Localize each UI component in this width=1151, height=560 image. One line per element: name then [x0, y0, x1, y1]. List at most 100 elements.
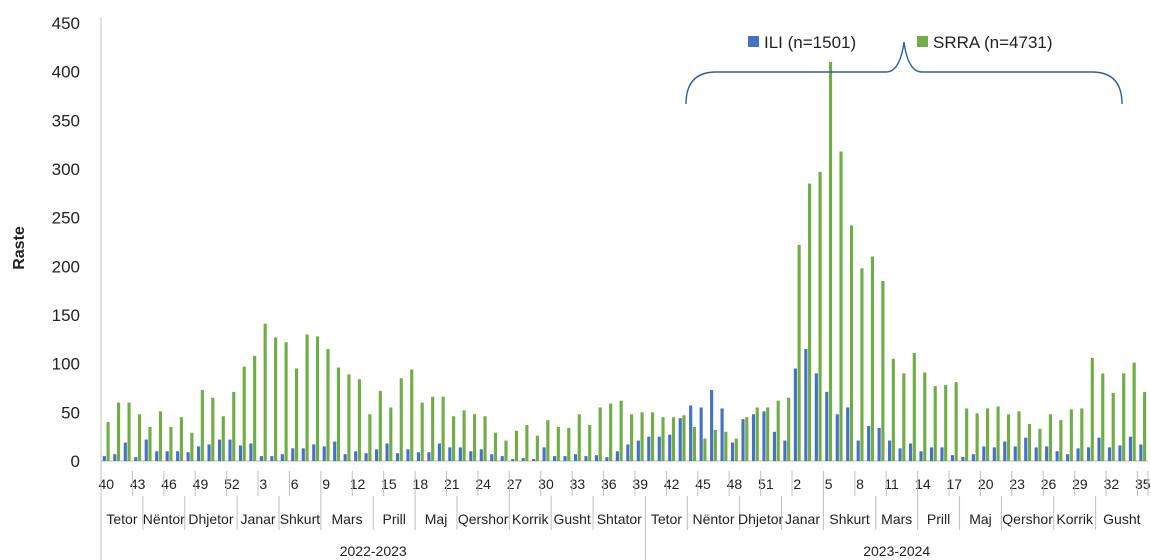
bar-ili — [594, 455, 599, 461]
bar-srra — [766, 407, 770, 461]
bar-ili — [1076, 448, 1080, 461]
bar-srra — [420, 402, 424, 461]
bar-ili — [375, 449, 379, 461]
bar-ili — [992, 447, 996, 461]
x-week-tick-label: 15 — [381, 476, 397, 492]
month-label: Qershor — [1002, 511, 1053, 527]
x-week-tick-label: 6 — [291, 476, 299, 492]
bar-srra — [106, 422, 110, 461]
bar-srra — [472, 414, 477, 461]
y-tick-label: 400 — [52, 63, 80, 82]
bar-ili — [123, 442, 127, 461]
bar-srra — [148, 426, 152, 461]
bar-srra — [493, 432, 498, 461]
bar-ili — [982, 446, 986, 461]
bar-ili — [312, 444, 316, 461]
bar-ili — [437, 443, 441, 461]
bar-ili — [354, 451, 358, 461]
bar-ili — [155, 451, 159, 461]
bar-ili — [532, 459, 536, 461]
bar-srra — [169, 426, 173, 461]
month-label: Gusht — [553, 511, 590, 527]
bar-srra — [682, 415, 686, 461]
bar-srra — [514, 430, 519, 461]
legend-swatch — [748, 36, 759, 47]
bar-ili — [322, 446, 326, 461]
bar-srra — [1027, 424, 1032, 461]
bar-ili — [751, 414, 756, 461]
bar-srra — [431, 396, 435, 461]
bar-ili — [458, 447, 462, 461]
bar-srra — [221, 416, 225, 461]
bar-ili — [730, 442, 735, 461]
bar-ili — [710, 389, 714, 461]
y-tick-label: 350 — [52, 111, 80, 130]
month-label: Dhjetor — [738, 511, 783, 527]
bar-ili — [238, 445, 243, 461]
bar-ili — [270, 456, 274, 461]
bar-ili — [1066, 454, 1070, 461]
bar-srra — [546, 420, 550, 461]
bar-srra — [902, 373, 906, 461]
bar-srra — [567, 427, 571, 461]
bar-srra — [190, 432, 194, 461]
x-week-tick-label: 35 — [1135, 476, 1151, 492]
bar-srra — [441, 396, 445, 461]
bar-ili — [291, 448, 295, 461]
bar-ili — [961, 457, 965, 461]
bar-srra — [305, 334, 309, 461]
legend: ILI (n=1501) SRRA (n=4731) — [748, 33, 1053, 52]
bar-srra — [818, 171, 822, 462]
bar-ili — [584, 456, 588, 461]
bar-ili — [427, 452, 431, 461]
bars — [102, 61, 1147, 462]
bar-ili — [406, 449, 410, 461]
season-label: 2022-2023 — [340, 543, 407, 559]
x-week-tick-label: 11 — [884, 476, 899, 492]
bar-srra — [588, 424, 592, 461]
bar-ili — [553, 456, 557, 461]
bar-srra — [263, 323, 267, 461]
bar-srra — [1048, 414, 1052, 461]
bar-ili — [908, 443, 913, 461]
bar-ili — [783, 440, 787, 461]
bar-ili — [385, 443, 389, 461]
bar-srra — [797, 244, 801, 461]
bar-srra — [1006, 414, 1011, 461]
bar-ili — [186, 452, 190, 461]
bar-srra — [1059, 420, 1063, 461]
bar-srra — [692, 426, 696, 461]
bar-ili — [249, 443, 253, 461]
bar-ili — [1003, 441, 1007, 461]
month-label: Gusht — [1103, 511, 1140, 527]
bar-srra — [1143, 391, 1147, 461]
month-label: Mars — [331, 511, 362, 527]
bar-srra — [525, 424, 529, 461]
x-axis-categories: 40 43 46 49 52 3 6 9 12 15 18 21 24 27 30 33 36 39 42 45 48 5… — [98, 471, 1151, 560]
bar-srra — [452, 416, 456, 461]
y-tick-label: 450 — [52, 14, 80, 33]
bar-ili — [134, 457, 138, 461]
x-week-tick-label: 9 — [322, 476, 330, 492]
bar-srra — [609, 403, 613, 461]
x-week-tick-label: 32 — [1104, 476, 1120, 492]
month-label: Prill — [382, 511, 405, 527]
x-week-tick-label: 43 — [130, 476, 146, 492]
bar-ili — [1045, 446, 1049, 461]
bar-ili — [521, 458, 525, 461]
y-tick-label: 150 — [52, 306, 80, 325]
bar-ili — [343, 454, 347, 461]
bar-srra — [745, 417, 749, 461]
month-label: Shtator — [597, 511, 642, 527]
bar-srra — [923, 372, 927, 461]
bar-srra — [1122, 373, 1126, 461]
bar-ili — [542, 447, 546, 461]
x-week-tick-label: 39 — [632, 476, 648, 492]
bar-srra — [315, 336, 320, 461]
x-week-tick-label: 18 — [413, 476, 429, 492]
bar-srra — [975, 413, 979, 461]
month-label: Shkurt — [280, 511, 321, 527]
bar-ili — [479, 449, 483, 461]
bar-srra — [504, 440, 508, 461]
bar-srra — [776, 400, 780, 461]
